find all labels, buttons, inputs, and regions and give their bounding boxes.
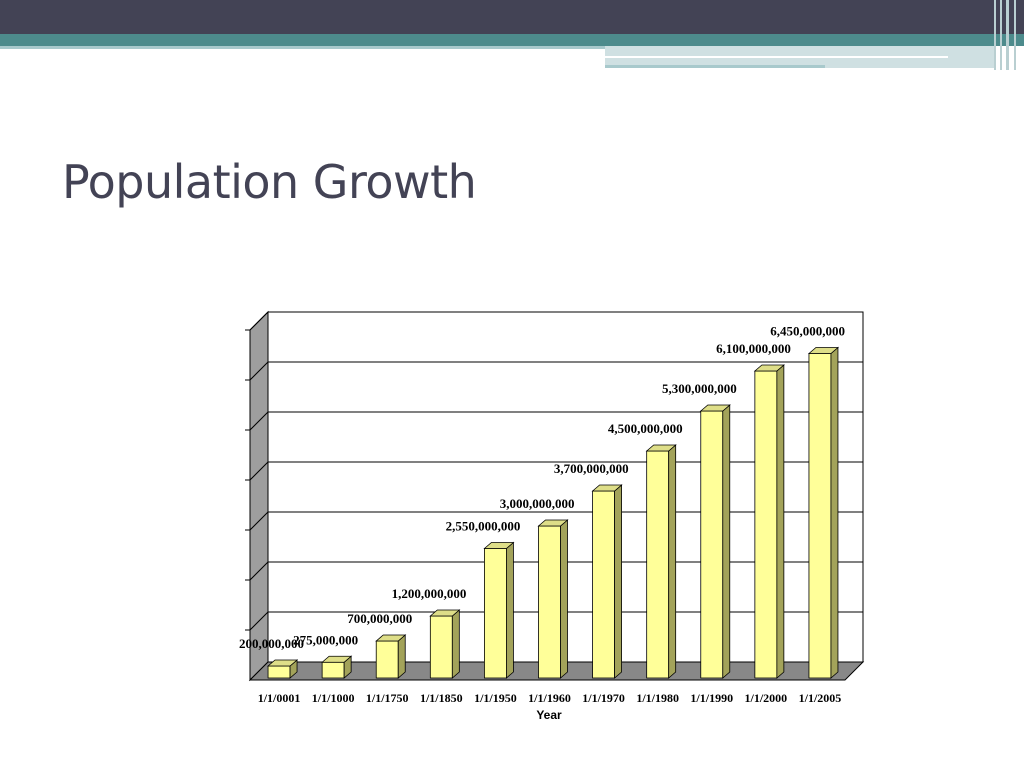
bar-face: [808, 353, 832, 679]
data-label: 3,000,000,000: [500, 496, 575, 511]
x-tick-label: 1/1/2000: [745, 691, 788, 705]
slide-title: Population Growth: [62, 155, 477, 209]
data-label: 1,200,000,000: [392, 586, 467, 601]
chart-side-wall: [249, 310, 269, 682]
bar: [753, 364, 785, 679]
bar: [537, 519, 569, 679]
bar-face: [754, 370, 778, 679]
data-label: 6,100,000,000: [716, 341, 791, 356]
bar-face: [538, 525, 561, 679]
x-axis-label: Year: [536, 708, 562, 722]
bar-side: [451, 609, 460, 679]
data-label: 3,700,000,000: [554, 461, 629, 476]
bar-face: [592, 490, 615, 679]
bar-top: [375, 634, 407, 642]
bar: [807, 346, 840, 679]
bar-side: [830, 346, 839, 679]
x-tick-label: 1/1/1960: [528, 691, 571, 705]
x-tick-label: 1/1/1970: [582, 691, 625, 705]
bar-side: [506, 541, 514, 679]
gridline-side: [249, 611, 269, 631]
gridline-side: [249, 511, 269, 531]
data-label: 5,300,000,000: [662, 381, 737, 396]
bar: [266, 659, 299, 679]
gridline-side: [249, 411, 269, 431]
bar-face: [700, 410, 724, 679]
x-tick-label: 1/1/1980: [636, 691, 679, 705]
x-tick-label: 1/1/1950: [474, 691, 517, 705]
header-edge-lines: [990, 0, 1024, 70]
bar: [483, 541, 515, 679]
x-tick-label: 1/1/1990: [690, 691, 733, 705]
bar: [645, 444, 677, 679]
data-label: 200,000,000: [239, 636, 304, 651]
bar-top: [591, 484, 623, 492]
bar-face: [375, 640, 399, 679]
header-dark-band: [0, 0, 1024, 34]
x-tick-label: 1/1/2005: [799, 691, 842, 705]
data-label: 700,000,000: [347, 611, 412, 626]
bar-face: [321, 661, 345, 679]
gridline-side: [249, 561, 269, 581]
bar-face: [267, 665, 291, 679]
bar-top: [266, 659, 299, 667]
data-label: 275,000,000: [293, 632, 358, 647]
gridline-side: [249, 461, 269, 481]
bar-side: [722, 404, 731, 679]
x-tick-label: 1/1/1750: [366, 691, 409, 705]
bar-face: [646, 450, 670, 679]
data-label: 4,500,000,000: [608, 421, 683, 436]
x-tick-label: 1/1/1850: [420, 691, 463, 705]
bar-face: [484, 548, 507, 679]
header-accent-line: [0, 46, 605, 49]
bar-side: [668, 444, 677, 679]
chart-bars: [266, 346, 840, 679]
x-tick-label: 1/1/1000: [312, 691, 355, 705]
bar: [375, 634, 407, 679]
bar: [591, 484, 623, 679]
bar-top: [537, 519, 569, 527]
bar-side: [776, 364, 785, 679]
bar-top: [321, 655, 353, 663]
bar-top: [483, 542, 515, 549]
header-teal-band: [0, 34, 1024, 46]
x-tick-label: 1/1/0001: [258, 691, 301, 705]
bar-top: [429, 609, 461, 617]
bar-side: [560, 519, 568, 679]
bar-side: [397, 634, 406, 679]
bar: [699, 404, 731, 679]
header-right-line-lower: [605, 65, 825, 68]
bar-top: [807, 347, 840, 354]
bar: [321, 655, 353, 679]
bar-top: [753, 364, 785, 372]
header-right-line: [605, 56, 948, 58]
bar-face: [429, 615, 453, 679]
data-label: 2,550,000,000: [446, 519, 521, 534]
gridline-side: [249, 361, 269, 381]
bar: [429, 609, 461, 679]
bar-top: [699, 404, 731, 412]
gridline-side: [249, 311, 269, 331]
data-label: 6,450,000,000: [770, 324, 845, 339]
bar-side: [614, 484, 622, 679]
bar-top: [645, 444, 677, 452]
chart-x-tick-labels: 1/1/0001 1/1/1000 1/1/1750 1/1/1850 1/1/1950…: [258, 691, 842, 705]
